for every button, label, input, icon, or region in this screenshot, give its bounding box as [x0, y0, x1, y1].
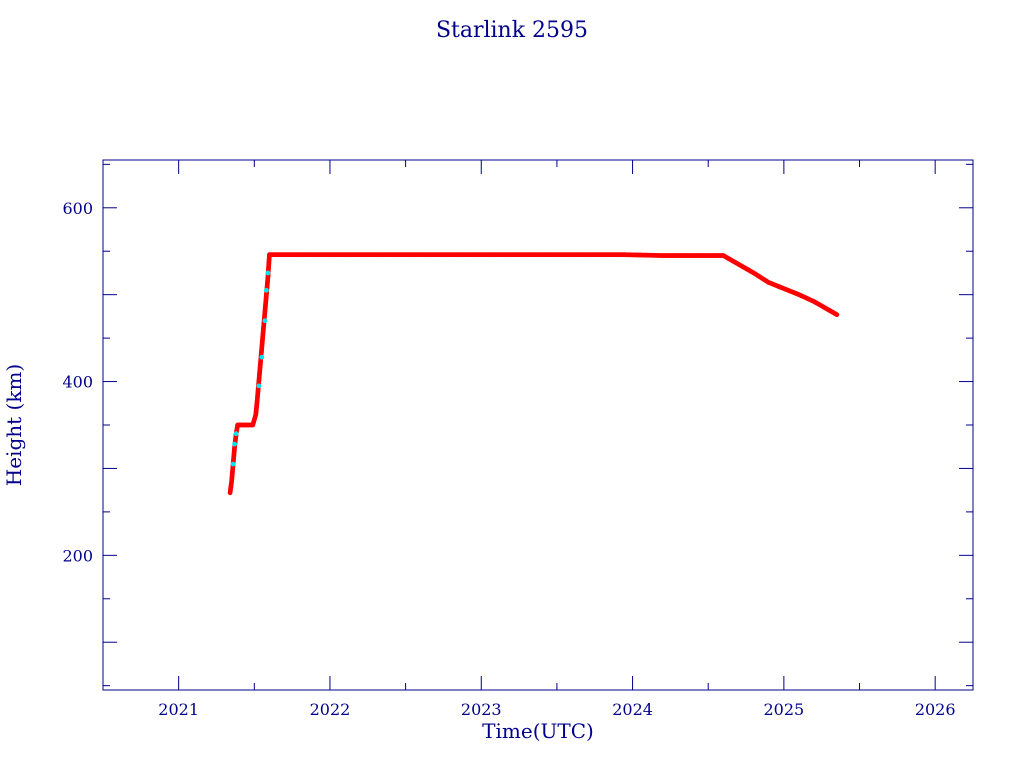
secondary-data-point [256, 383, 262, 389]
secondary-data-point [262, 318, 268, 324]
secondary-data-point [265, 270, 271, 276]
x-tick-label: 2025 [764, 700, 805, 719]
secondary-data-point [230, 461, 236, 467]
secondary-data-point [264, 287, 269, 293]
secondary-data-point [233, 431, 239, 437]
plot-frame [102, 159, 974, 691]
y-tick-label: 400 [62, 373, 93, 392]
x-tick-label: 2023 [461, 700, 502, 719]
primary-data-point [834, 312, 840, 318]
data-points [227, 252, 840, 496]
axis-ticks: 2021 2022 2023 2024 2025 2026 200 400 600 [62, 160, 973, 719]
x-tick-label: 2026 [915, 700, 956, 719]
x-tick-label: 2022 [310, 700, 351, 719]
secondary-data-point [259, 354, 265, 360]
y-axis-label: Height (km) [2, 364, 26, 486]
chart-title: Starlink 2595 [436, 18, 588, 43]
y-tick-label: 600 [62, 199, 93, 218]
x-axis-label: Time(UTC) [482, 719, 594, 743]
y-tick-label: 200 [62, 546, 93, 565]
x-tick-label: 2024 [612, 700, 653, 719]
x-tick-label: 2021 [158, 700, 199, 719]
secondary-data-point [232, 441, 238, 447]
